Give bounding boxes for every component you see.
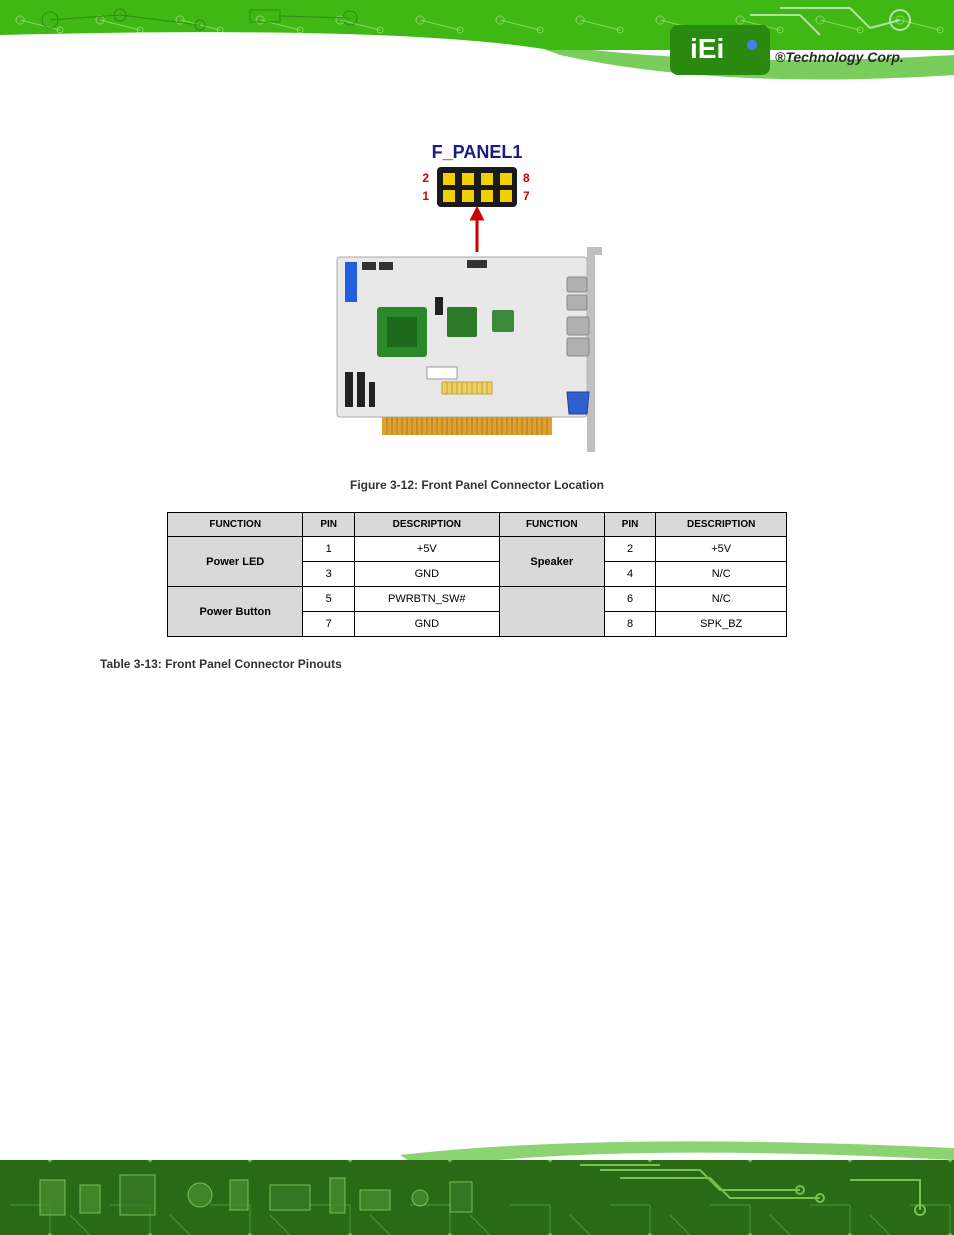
cell-desc: N/C — [656, 562, 787, 587]
cell-pin: 5 — [303, 587, 355, 612]
cell-pin: 2 — [604, 537, 656, 562]
board-diagram-svg: 2 1 8 7 — [327, 167, 627, 457]
connector-label: F_PANEL1 — [227, 142, 727, 163]
main-content: F_PANEL1 2 1 8 7 — [0, 112, 954, 691]
footer-banner — [0, 1120, 954, 1235]
cell-func-power-led: Power LED — [168, 537, 303, 587]
cell-pin: 8 — [604, 612, 656, 637]
document-title: PCISA-945GSE Half-Size CPU Card — [180, 45, 396, 60]
th-pin-1: PIN — [303, 513, 355, 537]
pinout-table: FUNCTION PIN DESCRIPTION FUNCTION PIN DE… — [167, 512, 787, 637]
th-pin-2: PIN — [604, 513, 656, 537]
table-row: Power Button 5 PWRBTN_SW# 6 N/C — [168, 587, 787, 612]
pin-8-label: 8 — [523, 171, 530, 185]
figure-caption: Figure 3-12: Front Panel Connector Locat… — [227, 478, 727, 492]
svg-text:®Technology Corp.: ®Technology Corp. — [775, 49, 904, 65]
table-caption: Table 3-13: Front Panel Connector Pinout… — [100, 657, 854, 671]
header-bg-svg: iEi ®Technology Corp. — [0, 0, 954, 112]
cell-pin: 6 — [604, 587, 656, 612]
th-function-2: FUNCTION — [499, 513, 604, 537]
table-header-row: FUNCTION PIN DESCRIPTION FUNCTION PIN DE… — [168, 513, 787, 537]
cell-desc: N/C — [656, 587, 787, 612]
cell-func-power-btn: Power Button — [168, 587, 303, 637]
pin-1-label: 1 — [422, 189, 429, 203]
th-desc-2: DESCRIPTION — [656, 513, 787, 537]
cell-pin: 1 — [303, 537, 355, 562]
board-figure: F_PANEL1 2 1 8 7 — [227, 142, 727, 492]
pin-2-label: 2 — [422, 171, 429, 185]
cell-pin: 7 — [303, 612, 355, 637]
cell-desc: PWRBTN_SW# — [354, 587, 499, 612]
footer-bg-svg — [0, 1120, 954, 1235]
cell-desc: SPK_BZ — [656, 612, 787, 637]
cell-desc: +5V — [656, 537, 787, 562]
table-row: Power LED 1 +5V Speaker 2 +5V — [168, 537, 787, 562]
cell-pin: 4 — [604, 562, 656, 587]
cell-func-empty — [499, 587, 604, 637]
th-function-1: FUNCTION — [168, 513, 303, 537]
cell-func-speaker: Speaker — [499, 537, 604, 587]
cell-desc: +5V — [354, 537, 499, 562]
pin-7-label: 7 — [523, 189, 530, 203]
th-desc-1: DESCRIPTION — [354, 513, 499, 537]
cell-pin: 3 — [303, 562, 355, 587]
cell-desc: GND — [354, 562, 499, 587]
svg-text:iEi: iEi — [690, 33, 724, 64]
header-banner: iEi ®Technology Corp. — [0, 0, 954, 112]
cell-desc: GND — [354, 612, 499, 637]
